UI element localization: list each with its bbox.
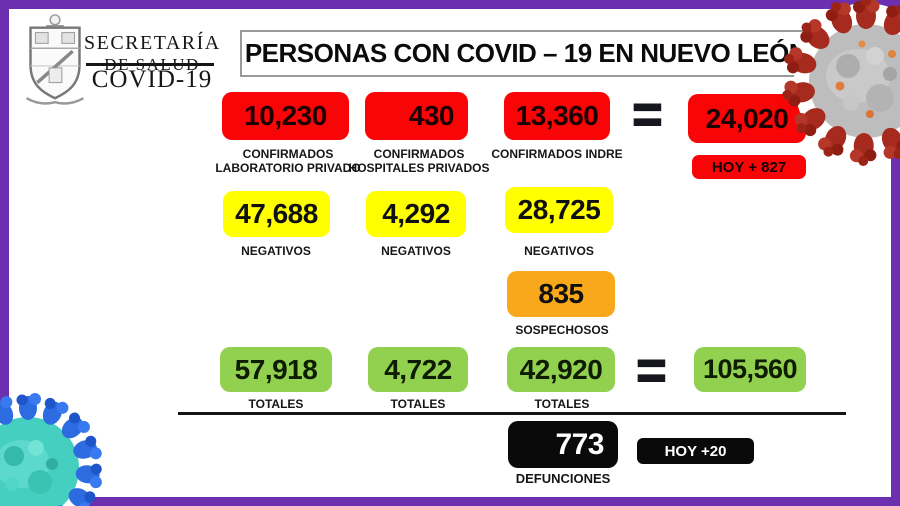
stat-totales-1: 57,918 (220, 347, 332, 392)
coronavirus-blue-icon (0, 393, 104, 506)
stat-negativos-3: 28,725 (505, 187, 613, 233)
stat-confirmados-lab-privado: 10,230 (222, 92, 349, 140)
label-confirmados-lab: CONFIRMADOS LABORATORIO PRIVADO (198, 147, 378, 175)
label-line: CONFIRMADOS (373, 147, 465, 161)
label-sospechosos: SOSPECHOSOS (515, 323, 609, 337)
stat-confirmados-total: 24,020 (688, 94, 806, 143)
label-confirmados-hosp: CONFIRMADOS HOSPITALES PRIVADOS (338, 147, 500, 175)
label-negativos-3: NEGATIVOS (524, 244, 594, 258)
label-totales-3: TOTALES (534, 397, 590, 411)
logo-covid-label: COVID-19 (91, 66, 213, 93)
logo-line1: SECRETARÍA (84, 32, 221, 54)
stat-totales-3: 42,920 (507, 347, 615, 392)
equals-icon: = (633, 331, 670, 408)
coronavirus-red-icon (779, 0, 900, 167)
label-totales-2: TOTALES (390, 397, 446, 411)
stat-confirmados-indre: 13,360 (504, 92, 610, 140)
label-negativos-1: NEGATIVOS (241, 244, 311, 258)
nuevo-leon-seal-icon (25, 14, 85, 105)
today-confirmed-chip: HOY + 827 (692, 155, 806, 179)
label-line: HOSPITALES PRIVADOS (348, 161, 490, 175)
stat-sospechosos: 835 (507, 271, 615, 317)
stat-totales-sum: 105,560 (694, 347, 806, 392)
page-title: PERSONAS CON COVID – 19 EN NUEVO LEÓN (244, 38, 808, 68)
logo-divider (86, 63, 214, 66)
label-line: LABORATORIO PRIVADO (215, 161, 361, 175)
stat-negativos-2: 4,292 (366, 191, 466, 237)
label-totales-1: TOTALES (248, 397, 304, 411)
page-title-box: PERSONAS CON COVID – 19 EN NUEVO LEÓN (240, 30, 812, 77)
today-deaths-chip: HOY +20 (637, 438, 754, 464)
stat-negativos-1: 47,688 (223, 191, 330, 237)
stat-confirmados-hosp-privados: 430 (365, 92, 468, 140)
section-divider-line (178, 412, 846, 415)
stat-defunciones: 773 (508, 421, 618, 468)
equals-icon: = (629, 75, 666, 152)
stat-totales-2: 4,722 (368, 347, 468, 392)
label-line: CONFIRMADOS (242, 147, 334, 161)
label-confirmados-indre: CONFIRMADOS INDRE (491, 147, 623, 161)
label-defunciones: DEFUNCIONES (515, 471, 611, 486)
label-negativos-2: NEGATIVOS (381, 244, 451, 258)
